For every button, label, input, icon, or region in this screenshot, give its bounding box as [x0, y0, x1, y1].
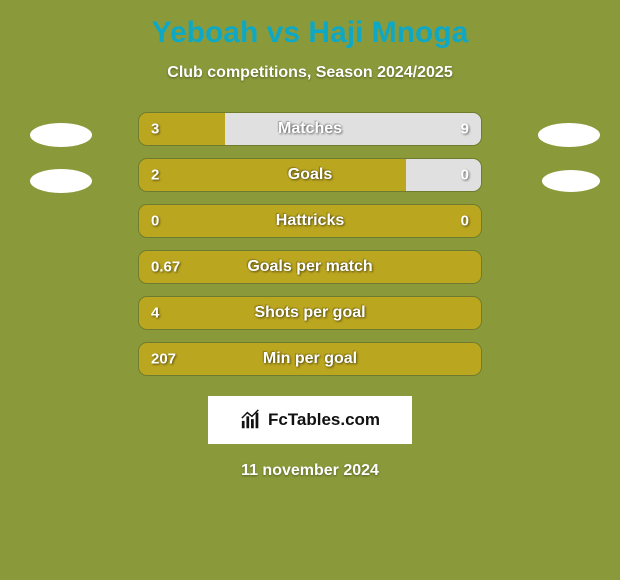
stat-row: Shots per goal 4 — [0, 296, 620, 342]
stat-row: Hattricks 0 0 — [0, 204, 620, 250]
stat-bar: Min per goal 207 — [138, 342, 482, 376]
snapshot-date: 11 november 2024 — [0, 462, 620, 480]
stat-label: Goals — [288, 166, 332, 184]
player-a-bar — [139, 159, 406, 191]
player-a-badge — [30, 123, 92, 147]
subtitle: Club competitions, Season 2024/2025 — [0, 64, 620, 82]
player-b-name: Haji Mnoga — [308, 16, 468, 49]
stat-label: Shots per goal — [254, 304, 365, 322]
comparison-infographic: Yeboah vs Haji Mnoga Club competitions, … — [0, 0, 620, 580]
stat-bar: Goals 2 0 — [138, 158, 482, 192]
page-title: Yeboah vs Haji Mnoga — [0, 16, 620, 50]
player-b-value: 0 — [461, 167, 469, 184]
stat-label: Min per goal — [263, 350, 357, 368]
player-b-value: 9 — [461, 121, 469, 138]
player-a-value: 2 — [151, 167, 159, 184]
player-b-value: 0 — [461, 213, 469, 230]
stat-label: Goals per match — [247, 258, 372, 276]
stat-row: Min per goal 207 — [0, 342, 620, 388]
source-logo-text: FcTables.com — [268, 410, 380, 430]
player-b-bar — [406, 159, 481, 191]
player-a-value: 207 — [151, 351, 176, 368]
source-logo: FcTables.com — [208, 396, 412, 444]
stat-bar: Hattricks 0 0 — [138, 204, 482, 238]
player-a-value: 4 — [151, 305, 159, 322]
player-a-value: 0 — [151, 213, 159, 230]
stat-row: Matches 3 9 — [0, 112, 620, 158]
player-b-badge — [538, 123, 600, 147]
stat-row: Goals per match 0.67 — [0, 250, 620, 296]
chart-icon — [240, 409, 262, 431]
stat-bar: Goals per match 0.67 — [138, 250, 482, 284]
stat-label: Hattricks — [276, 212, 344, 230]
player-a-value: 0.67 — [151, 259, 180, 276]
player-a-value: 3 — [151, 121, 159, 138]
player-b-bar — [225, 113, 482, 145]
player-a-name: Yeboah — [152, 16, 259, 49]
player-a-badge — [30, 169, 92, 193]
title-vs: vs — [258, 16, 308, 49]
stat-label: Matches — [278, 120, 342, 138]
stats-list: Matches 3 9 Goals 2 0 Hattricks 0 0 Goals per mat… — [0, 112, 620, 388]
stat-bar: Shots per goal 4 — [138, 296, 482, 330]
stat-row: Goals 2 0 — [0, 158, 620, 204]
player-b-badge — [542, 170, 600, 192]
stat-bar: Matches 3 9 — [138, 112, 482, 146]
